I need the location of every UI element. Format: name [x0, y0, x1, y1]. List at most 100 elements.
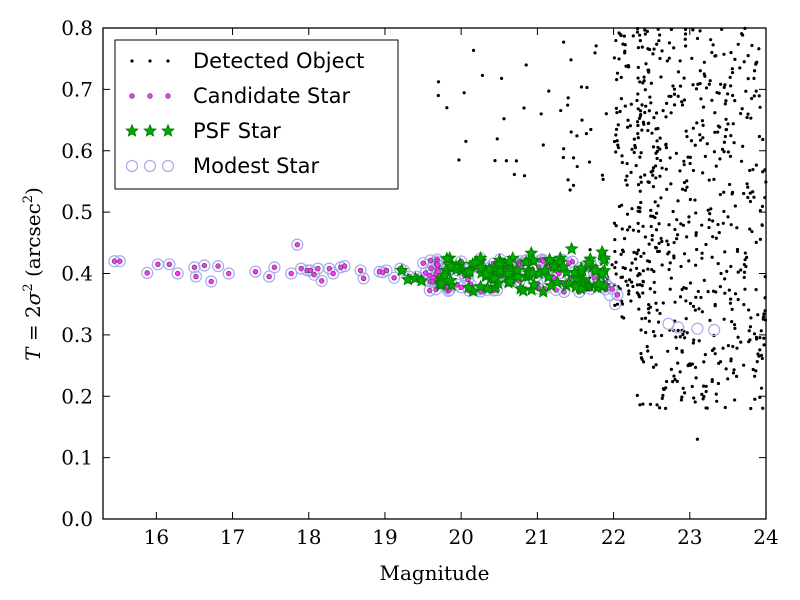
detected-object-point	[693, 400, 697, 404]
detected-object-point	[512, 172, 516, 177]
detected-object-point	[643, 316, 648, 320]
detected-object-point	[651, 166, 656, 170]
detected-object-point	[758, 208, 762, 213]
detected-object-point	[643, 28, 647, 32]
detected-object-point	[707, 218, 711, 222]
detected-object-point	[638, 155, 642, 159]
detected-object-point	[743, 251, 747, 255]
psf-star-point	[394, 263, 409, 277]
detected-object-point	[754, 61, 758, 65]
detected-object-point	[471, 48, 476, 52]
detected-object-point	[640, 357, 644, 361]
detected-object-point	[709, 207, 713, 211]
detected-object-point	[661, 393, 665, 398]
detected-object-point	[688, 161, 692, 166]
detected-object-point	[752, 195, 756, 199]
detected-object-point	[713, 111, 717, 115]
detected-object-point	[748, 191, 752, 195]
detected-object-point	[685, 185, 689, 189]
candidate-star-point	[315, 265, 321, 272]
detected-object-point	[713, 352, 717, 356]
detected-object-point	[687, 220, 691, 224]
y-tick-label: 0.3	[61, 323, 93, 347]
detected-object-point	[692, 338, 696, 342]
detected-object-point	[659, 75, 663, 79]
detected-object-point	[684, 129, 688, 133]
psf-star-point	[527, 277, 542, 291]
detected-object-point	[676, 199, 680, 203]
detected-object-point	[649, 81, 653, 85]
detected-object-point	[651, 52, 655, 56]
points-layer	[108, 26, 768, 441]
detected-object-point	[701, 105, 706, 109]
detected-object-point	[742, 275, 746, 280]
detected-object-point	[702, 60, 706, 64]
detected-object-point	[758, 348, 762, 352]
detected-object-point	[616, 143, 620, 147]
psf-star-point	[546, 259, 561, 273]
detected-object-point	[614, 106, 618, 110]
legend-label: PSF Star	[193, 119, 281, 143]
detected-object-point	[647, 311, 651, 315]
detected-object-point	[671, 84, 675, 88]
detected-object-point	[683, 336, 687, 340]
detected-object-point	[716, 130, 720, 134]
detected-object-point	[688, 281, 693, 285]
psf-star-point	[519, 254, 533, 269]
detected-object-point	[751, 167, 755, 172]
detected-object-point	[614, 260, 618, 264]
detected-object-point	[655, 308, 659, 312]
detected-object-point	[757, 354, 761, 358]
detected-object-point	[734, 374, 739, 378]
detected-object-point	[722, 317, 726, 321]
detected-object-point	[712, 177, 716, 181]
detected-object-point	[613, 237, 617, 242]
detected-object-point	[626, 65, 631, 69]
detected-object-point	[648, 402, 653, 406]
detected-object-point	[745, 115, 749, 120]
x-axis-label: Magnitude	[379, 561, 489, 585]
detected-object-point	[639, 351, 643, 356]
detected-object-point	[760, 356, 764, 361]
detected-object-point	[697, 339, 701, 343]
detected-object-point	[684, 317, 688, 321]
modest-star-point	[388, 271, 401, 284]
detected-object-point	[654, 246, 658, 250]
detected-object-point	[713, 304, 717, 308]
y-tick-label: 0.7	[61, 77, 93, 101]
detected-object-point	[710, 255, 714, 259]
detected-object-point	[726, 377, 730, 381]
detected-object-point	[723, 405, 727, 410]
detected-object-point	[612, 221, 617, 225]
detected-object-point	[672, 103, 677, 107]
detected-object-point	[650, 267, 654, 272]
candidate-star-point	[155, 261, 161, 267]
detected-object-point	[714, 236, 718, 240]
detected-object-point	[675, 237, 679, 241]
psf-star-point	[564, 241, 579, 255]
detected-object-point	[732, 141, 736, 145]
detected-object-point	[436, 80, 441, 84]
detected-object-point	[646, 47, 650, 51]
detected-object-point	[648, 95, 652, 99]
detected-object-point	[646, 259, 650, 263]
legend-entries: Detected Object Candidate Star PSF Star Mod…	[125, 49, 364, 178]
detected-object-point	[702, 278, 706, 282]
detected-object-point	[646, 349, 650, 353]
detected-object-point	[724, 117, 728, 121]
detected-object-point	[641, 279, 645, 284]
detected-object-point	[702, 360, 706, 364]
detected-object-point	[629, 299, 633, 303]
detected-object-point	[730, 67, 734, 71]
detected-object-point	[636, 274, 640, 278]
detected-object-point	[761, 137, 765, 142]
detected-object-point	[723, 83, 727, 87]
detected-object-point	[642, 251, 646, 255]
detected-object-point	[632, 137, 636, 141]
modest-star-point	[291, 238, 304, 251]
detected-object-point	[635, 98, 639, 103]
candidate-star-point	[294, 241, 301, 248]
detected-object-point	[742, 270, 747, 274]
detected-object-point	[502, 117, 506, 121]
detected-object-point	[636, 221, 640, 225]
